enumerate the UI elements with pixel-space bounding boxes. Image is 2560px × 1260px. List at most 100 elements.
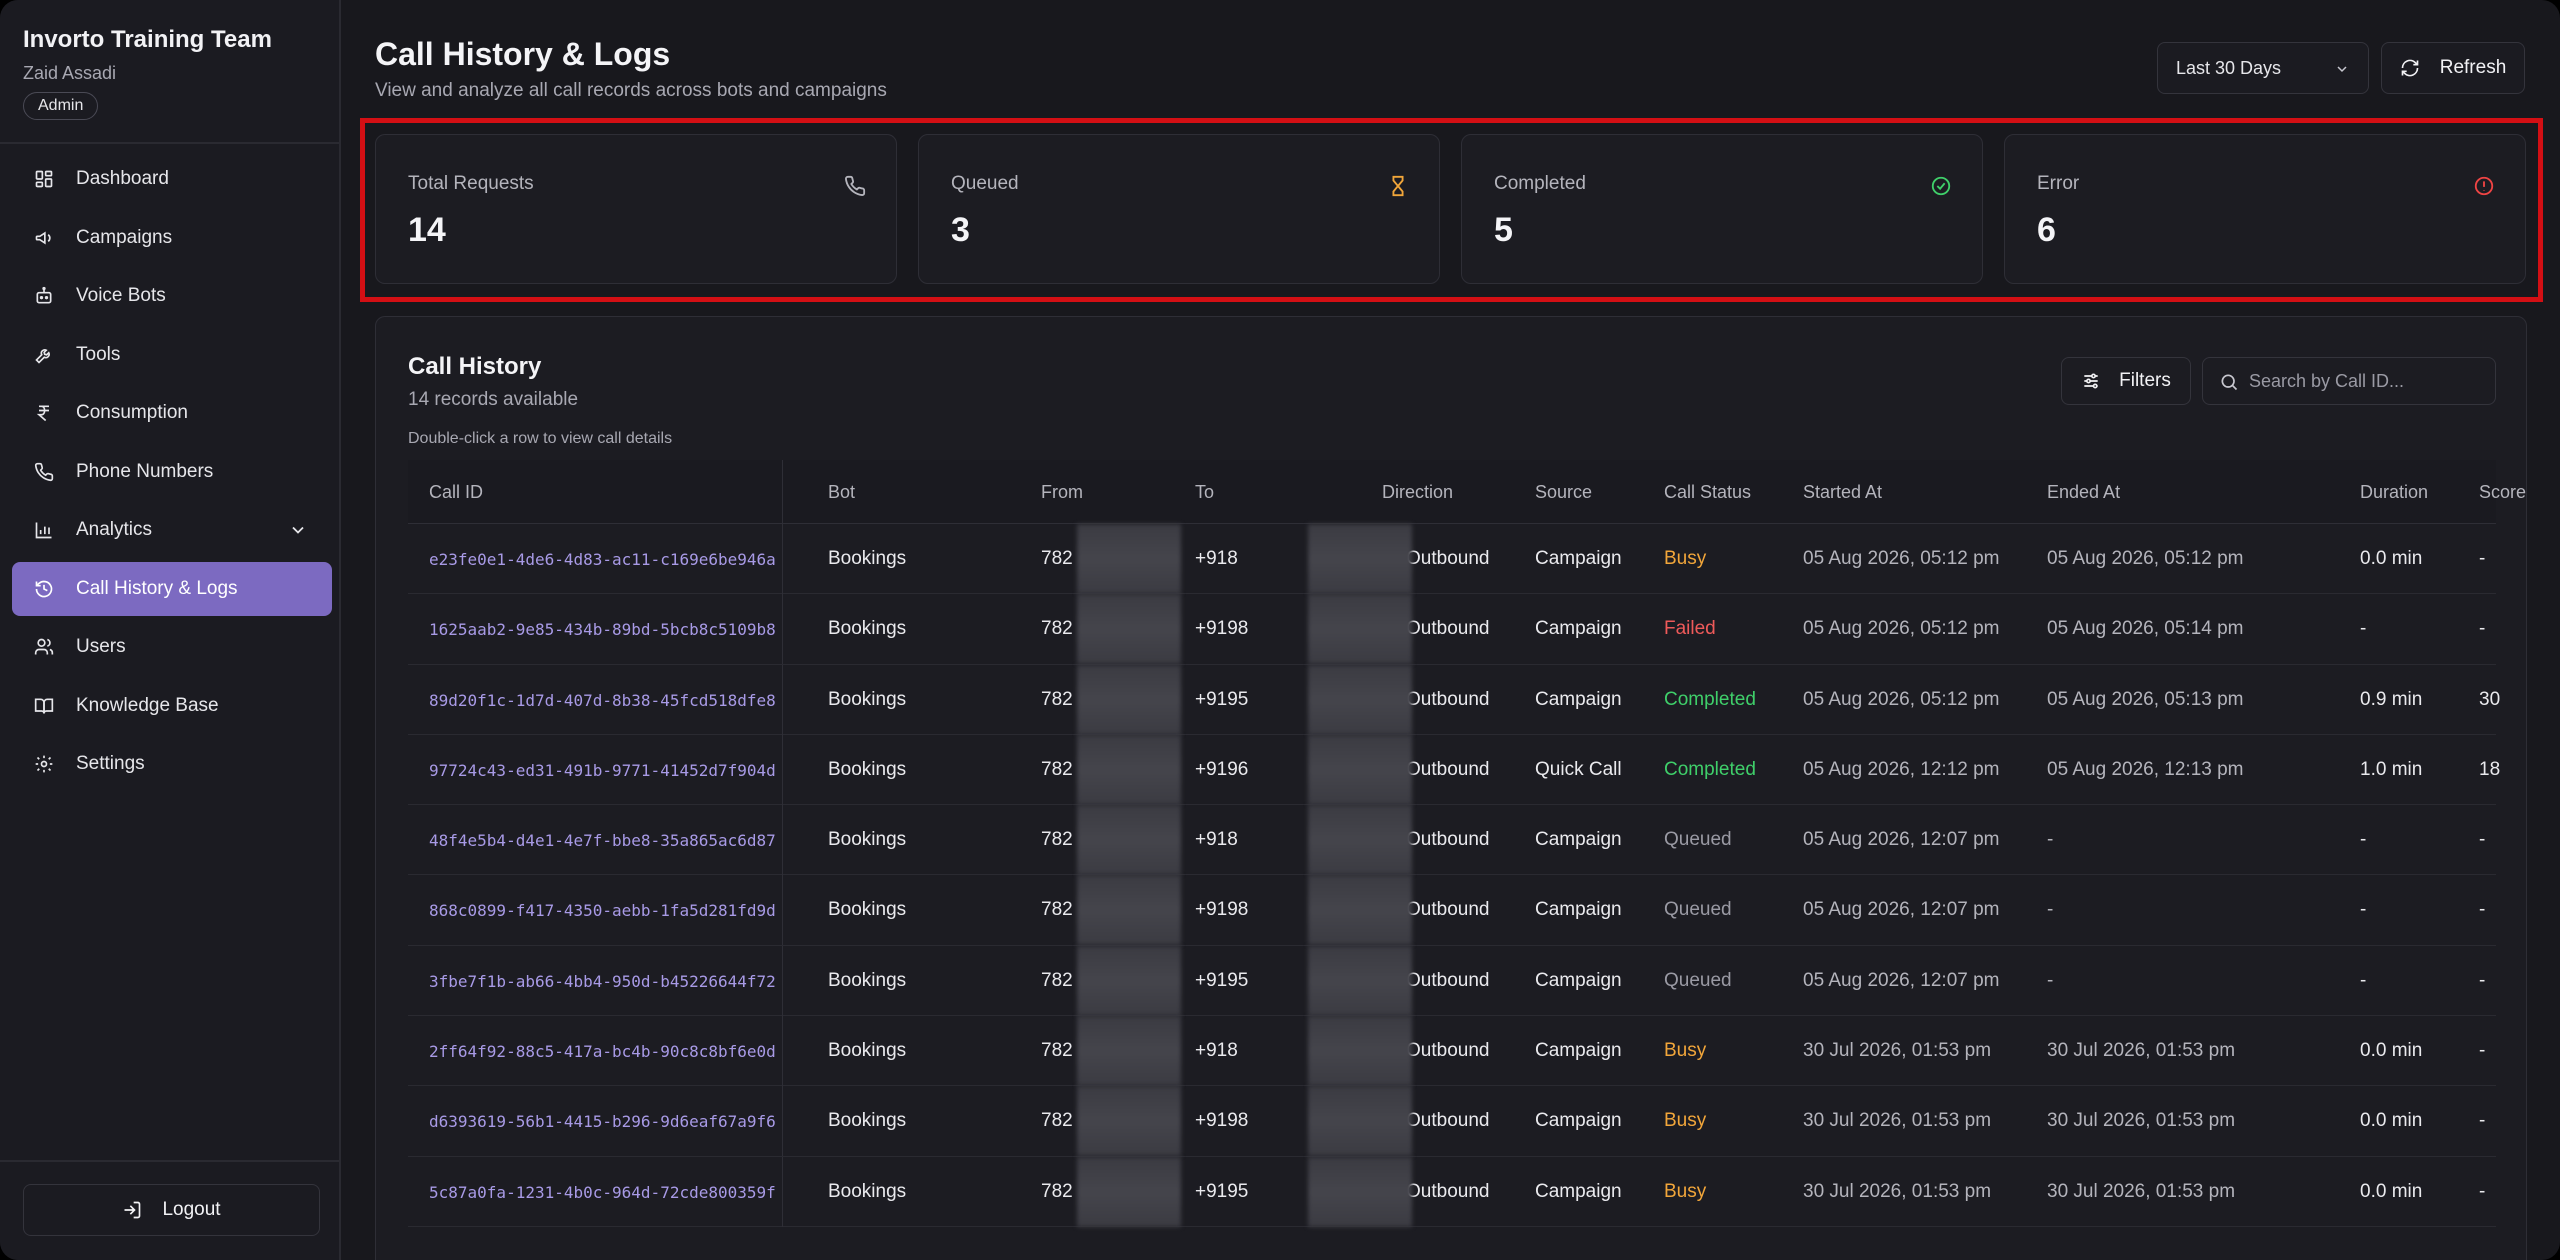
main-content: Call History & Logs View and analyze all… bbox=[343, 0, 2560, 1260]
cell-score: - bbox=[2479, 829, 2486, 851]
cell-started-at: 05 Aug 2026, 12:07 pm bbox=[1803, 969, 2000, 991]
cell-call-status: Queued bbox=[1664, 969, 1732, 991]
cell-ended-at: 30 Jul 2026, 01:53 pm bbox=[2047, 1040, 2236, 1062]
sidebar-item-settings[interactable]: Settings bbox=[12, 737, 332, 791]
refresh-button[interactable]: Refresh bbox=[2381, 42, 2525, 94]
cell-bot: Bookings bbox=[828, 548, 907, 569]
col-call-status-header[interactable]: Call Status bbox=[1664, 482, 1752, 502]
cell-to: +9196 bbox=[1195, 758, 1249, 780]
table-row[interactable]: e23fe0e1-4de6-4d83-ac11-c169e6be946a Book… bbox=[408, 524, 2496, 595]
records-count: 14 records available bbox=[408, 389, 579, 410]
sidebar-item-tools[interactable]: Tools bbox=[12, 328, 332, 382]
filters-button[interactable]: Filters bbox=[2061, 357, 2191, 405]
sidebar-item-campaigns[interactable]: Campaigns bbox=[12, 211, 332, 265]
date-range-select[interactable]: Last 30 Days bbox=[2157, 42, 2369, 94]
dashboard-icon bbox=[34, 169, 54, 189]
table-row[interactable]: 2ff64f92-88c5-417a-bc4b-90c8c8bf6e0d Book… bbox=[408, 1016, 2496, 1087]
sidebar-item-analytics[interactable]: Analytics bbox=[12, 503, 332, 557]
redacted-number-mask bbox=[1308, 524, 1412, 594]
direction-label: Outbound bbox=[1406, 1040, 1490, 1062]
cell-call-id: 3fbe7f1b-ab66-4bb4-950d-b45226644f72 bbox=[429, 971, 776, 991]
search-field[interactable] bbox=[2202, 357, 2496, 405]
logout-button[interactable]: Logout bbox=[23, 1184, 320, 1236]
cell-score: - bbox=[2479, 1110, 2486, 1132]
cell-started-at: 05 Aug 2026, 12:07 pm bbox=[1803, 829, 2000, 851]
cell-from: 782 bbox=[1041, 899, 1073, 921]
highlight-box bbox=[360, 118, 2543, 302]
sidebar-item-call-history[interactable]: Call History & Logs bbox=[12, 561, 332, 616]
sidebar-item-voice-bots[interactable]: Voice Bots bbox=[12, 269, 332, 323]
cell-score: - bbox=[2479, 899, 2486, 921]
redacted-number-mask bbox=[1308, 945, 1412, 1016]
sidebar-item-users[interactable]: Users bbox=[12, 620, 332, 674]
cell-score: - bbox=[2479, 618, 2486, 640]
col-duration-header[interactable]: Duration bbox=[2360, 482, 2429, 502]
table-row[interactable]: 48f4e5b4-d4e1-4e7f-bbe8-35a865ac6d87 Book… bbox=[408, 805, 2496, 876]
col-from-header[interactable]: From bbox=[1041, 482, 1083, 502]
cell-to: +9195 bbox=[1195, 1180, 1249, 1202]
column-divider bbox=[782, 945, 783, 1016]
table-row[interactable]: 3fbe7f1b-ab66-4bb4-950d-b45226644f72 Book… bbox=[408, 945, 2496, 1017]
column-divider bbox=[782, 460, 783, 524]
table-row[interactable]: 89d20f1c-1d7d-407d-8b38-45fcd518dfe8 Book… bbox=[408, 664, 2500, 735]
cell-to: +9198 bbox=[1195, 1110, 1249, 1132]
gear-icon bbox=[34, 754, 54, 774]
cell-duration: 0.0 min bbox=[2360, 1040, 2423, 1062]
cell-bot: Bookings bbox=[828, 829, 907, 851]
sidebar-item-phone-numbers[interactable]: Phone Numbers bbox=[12, 445, 332, 499]
sidebar-item-dashboard[interactable]: Dashboard bbox=[12, 152, 332, 206]
cell-call-id: 868c0899-f417-4350-aebb-1fa5d281fd9d bbox=[429, 901, 776, 921]
call-history-table: Call ID Bot From To Direction Source Call Stat… bbox=[408, 460, 2526, 1227]
redacted-number-mask bbox=[1308, 805, 1412, 876]
cell-source: Campaign bbox=[1535, 1040, 1622, 1062]
phone-icon bbox=[844, 175, 866, 197]
direction-label: Outbound bbox=[1406, 829, 1490, 851]
cell-score: - bbox=[2479, 1180, 2486, 1202]
redacted-number-mask bbox=[1077, 945, 1181, 1016]
table-row[interactable]: 868c0899-f417-4350-aebb-1fa5d281fd9d Book… bbox=[408, 875, 2496, 946]
table-row[interactable]: d6393619-56b1-4415-b296-9d6eaf67a9f6 Book… bbox=[408, 1086, 2496, 1157]
refresh-icon bbox=[2401, 59, 2419, 77]
call-history-panel: Call History 14 records available Double… bbox=[375, 316, 2527, 1260]
table-row[interactable]: 5c87a0fa-1231-4b0c-964d-72cde800359f Book… bbox=[408, 1156, 2496, 1227]
filters-label: Filters bbox=[2119, 370, 2171, 391]
col-source-header[interactable]: Source bbox=[1535, 482, 1593, 502]
cell-bot: Bookings bbox=[828, 688, 907, 710]
col-started-at-header[interactable]: Started At bbox=[1803, 482, 1883, 502]
col-call-id-header[interactable]: Call ID bbox=[429, 482, 484, 502]
cell-duration: - bbox=[2360, 969, 2367, 991]
direction-label: Outbound bbox=[1406, 899, 1490, 921]
cell-from: 782 bbox=[1041, 548, 1073, 569]
stat-value: 6 bbox=[2037, 211, 2056, 249]
col-to-header[interactable]: To bbox=[1195, 482, 1215, 502]
sidebar-item-consumption[interactable]: Consumption bbox=[12, 386, 332, 440]
col-score-header[interactable]: Score bbox=[2479, 482, 2527, 502]
table-row[interactable]: 1625aab2-9e85-434b-89bd-5bcb8c5109b8 Book… bbox=[408, 594, 2496, 665]
stat-label: Error bbox=[2037, 173, 2080, 194]
sidebar-item-knowledge-base[interactable]: Knowledge Base bbox=[12, 679, 332, 733]
search-input[interactable] bbox=[2249, 358, 2489, 404]
cell-to: +9195 bbox=[1195, 688, 1249, 710]
refresh-label: Refresh bbox=[2439, 57, 2507, 78]
page-subtitle: View and analyze all call records across… bbox=[375, 80, 887, 101]
redacted-number-mask bbox=[1077, 1156, 1181, 1227]
table-row[interactable]: 97724c43-ed31-491b-9771-41452d7f904d Book… bbox=[408, 734, 2500, 806]
chevron-down-icon[interactable] bbox=[288, 520, 308, 540]
col-direction-header[interactable]: Direction bbox=[1382, 482, 1454, 502]
cell-bot: Bookings bbox=[828, 618, 907, 640]
cell-ended-at: 30 Jul 2026, 01:53 pm bbox=[2047, 1110, 2236, 1132]
sliders-icon bbox=[2084, 373, 2098, 389]
cell-call-status: Completed bbox=[1664, 758, 1756, 780]
cell-source: Campaign bbox=[1535, 688, 1622, 710]
cell-to: +918 bbox=[1195, 829, 1238, 851]
col-bot-header[interactable]: Bot bbox=[828, 482, 856, 502]
history-icon bbox=[34, 579, 54, 599]
phone-icon bbox=[34, 462, 54, 482]
cell-call-id: 5c87a0fa-1231-4b0c-964d-72cde800359f bbox=[429, 1182, 776, 1202]
alert-circle-icon bbox=[2473, 175, 2495, 197]
cell-to: +9195 bbox=[1195, 969, 1249, 991]
col-ended-at-header[interactable]: Ended At bbox=[2047, 482, 2121, 502]
hourglass-icon bbox=[1387, 175, 1409, 197]
cell-to: +918 bbox=[1195, 1040, 1238, 1062]
cell-bot: Bookings bbox=[828, 1110, 907, 1132]
